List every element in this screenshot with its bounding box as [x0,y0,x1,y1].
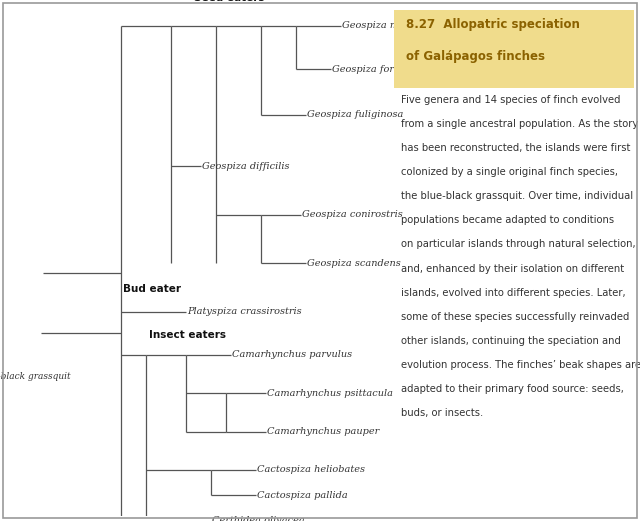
Text: Platyspiza crassirostris: Platyspiza crassirostris [187,307,302,316]
Text: Geospiza magnirostris: Geospiza magnirostris [342,21,453,30]
Text: adapted to their primary food source: seeds,: adapted to their primary food source: se… [401,383,623,393]
Text: Geospiza fuliginosa: Geospiza fuliginosa [307,110,404,119]
Text: from a single ancestral population. As the story: from a single ancestral population. As t… [401,119,638,129]
Text: and, enhanced by their isolation on different: and, enhanced by their isolation on diff… [401,264,624,274]
Text: Insect eaters: Insect eaters [150,330,227,340]
Text: populations became adapted to conditions: populations became adapted to conditions [401,216,614,226]
Text: Geospiza scandens: Geospiza scandens [307,258,401,268]
Text: of Galápagos finches: of Galápagos finches [406,51,545,64]
Text: some of these species successfully reinvaded: some of these species successfully reinv… [401,312,629,321]
Text: Seed eaters: Seed eaters [194,0,264,3]
Text: has been reconstructed, the islands were first: has been reconstructed, the islands were… [401,143,630,154]
Text: Camarhynchus psittacula: Camarhynchus psittacula [267,389,393,398]
Text: Certhidea olivacea: Certhidea olivacea [212,516,305,521]
Text: Five genera and 14 species of finch evolved: Five genera and 14 species of finch evol… [401,95,620,105]
Text: islands, evolved into different species. Later,: islands, evolved into different species.… [401,288,625,297]
Text: Cactospiza pallida: Cactospiza pallida [257,491,348,500]
Text: the blue-black grassquit. Over time, individual: the blue-black grassquit. Over time, ind… [401,192,633,202]
Text: Geospiza conirostris: Geospiza conirostris [302,210,403,219]
FancyBboxPatch shape [394,10,634,88]
Text: colonized by a single original finch species,: colonized by a single original finch spe… [401,167,618,178]
Text: 8.27  Allopatric speciation: 8.27 Allopatric speciation [406,18,579,31]
Text: Cactospiza heliobates: Cactospiza heliobates [257,465,365,474]
Text: Blue-black grassquit: Blue-black grassquit [0,371,70,380]
Text: Geospiza fortis: Geospiza fortis [332,65,406,73]
Text: other islands, continuing the speciation and: other islands, continuing the speciation… [401,336,621,345]
Text: evolution process. The finches’ beak shapes are: evolution process. The finches’ beak sha… [401,359,640,369]
Text: Camarhynchus parvulus: Camarhynchus parvulus [232,351,352,359]
Text: on particular islands through natural selection,: on particular islands through natural se… [401,240,636,250]
Text: Camarhynchus pauper: Camarhynchus pauper [267,427,380,436]
Text: Geospiza difficilis: Geospiza difficilis [202,162,290,170]
Text: Bud eater: Bud eater [124,284,181,294]
Text: buds, or insects.: buds, or insects. [401,407,483,417]
